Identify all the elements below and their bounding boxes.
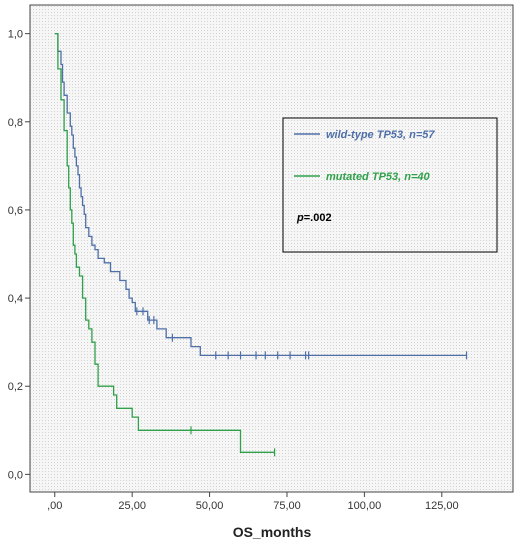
y-tick-label: 0,8 — [8, 117, 23, 129]
y-tick-label: 0,4 — [8, 293, 23, 305]
series-line-mutated — [54, 32, 275, 453]
y-tick-label: 0,0 — [8, 469, 23, 481]
legend-label-mutated: mutated TP53, n=40 — [326, 171, 431, 183]
legend-label-wild-type: wild-type TP53, n=57 — [326, 129, 435, 141]
p-value-label: p=.002 — [296, 212, 332, 224]
x-axis: ,00 25,00 50,00 75,00 100,00 125,00 — [47, 492, 459, 512]
y-tick-label: 0,2 — [8, 381, 23, 393]
x-tick-label: 75,00 — [273, 500, 301, 512]
y-tick-label: 0,6 — [8, 205, 23, 217]
y-tick-label: 1,0 — [8, 29, 23, 41]
x-tick-label: 50,00 — [196, 500, 224, 512]
series-layer — [54, 32, 468, 457]
legend: wild-type TP53, n=57 mutated TP53, n=40 … — [282, 117, 498, 253]
legend-box — [282, 117, 498, 253]
x-tick-label: 25,00 — [118, 500, 146, 512]
x-axis-title: OS_months — [233, 524, 312, 540]
x-tick-label: 125,00 — [425, 500, 459, 512]
x-tick-label: 100,00 — [348, 500, 382, 512]
y-axis: 0,0 0,2 0,4 0,6 0,8 1,0 — [8, 29, 30, 481]
x-tick-label: ,00 — [47, 500, 62, 512]
